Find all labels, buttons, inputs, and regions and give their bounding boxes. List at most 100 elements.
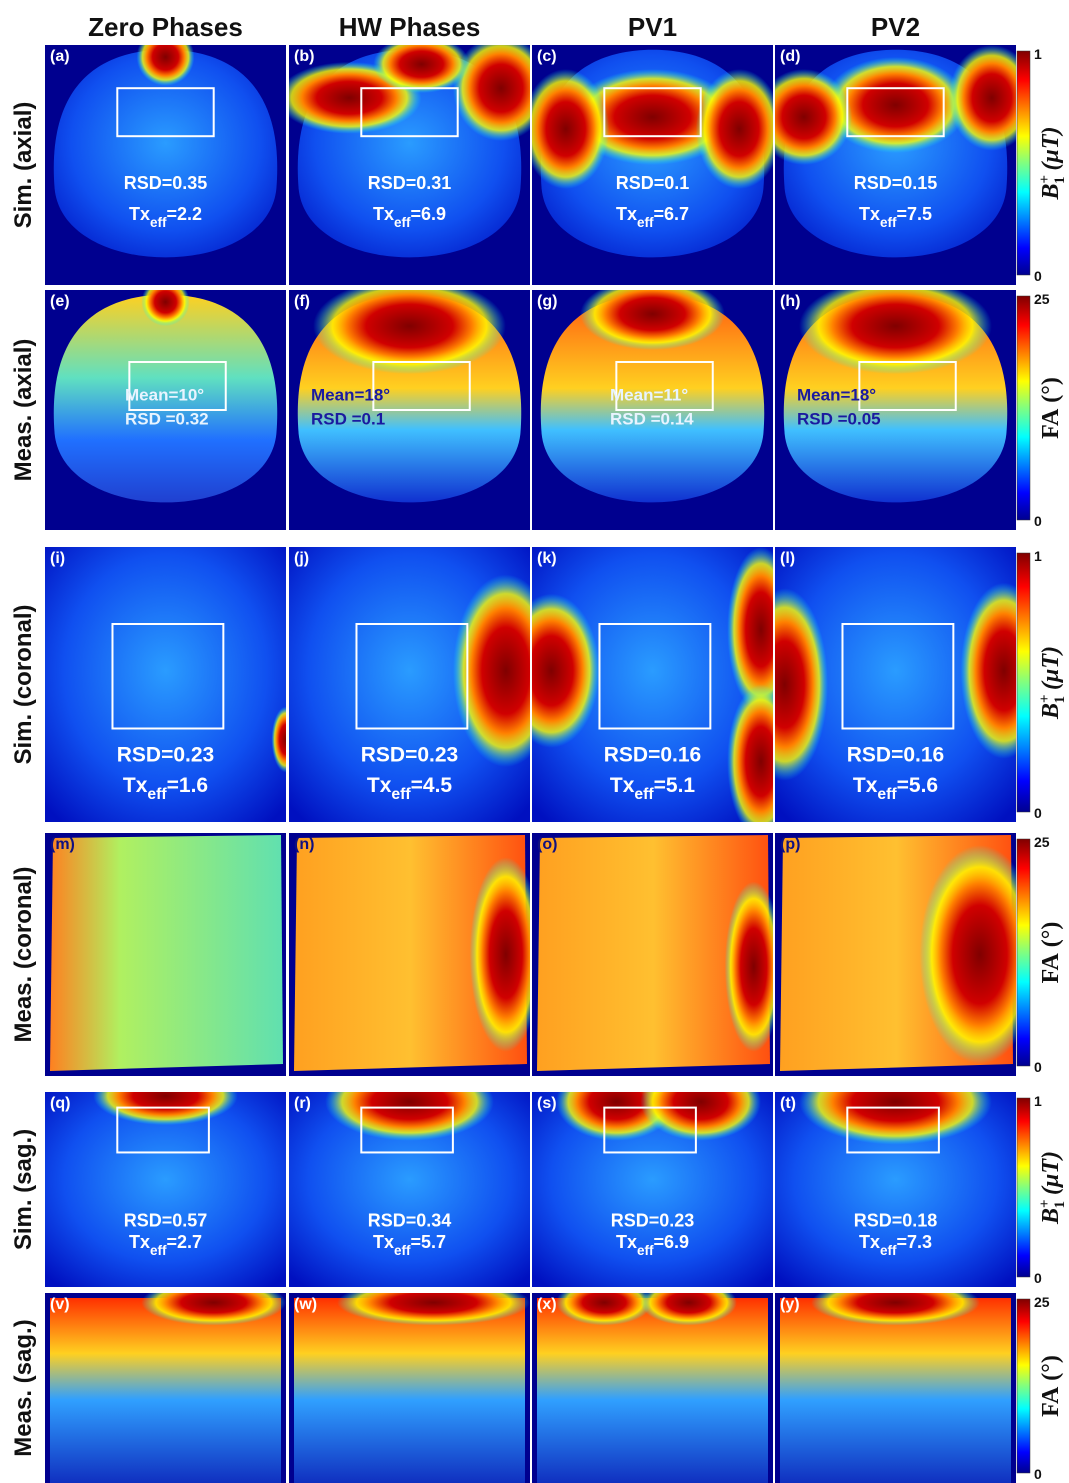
- panel-tag: (o): [537, 836, 557, 853]
- panel: (x): [532, 1280, 773, 1483]
- label-symbol: FA: [1038, 408, 1064, 439]
- panel-tag: (l): [780, 550, 795, 567]
- panel-tag: (x): [537, 1296, 557, 1313]
- tx-main: Tx: [129, 204, 150, 224]
- panel-tag: (m): [50, 836, 75, 853]
- tx-sub: eff: [394, 1243, 411, 1258]
- panel-image: [756, 45, 1036, 285]
- tx-value: =6.9: [653, 1232, 689, 1252]
- colorbar-max: 1: [1034, 46, 1042, 62]
- colorbar-label: FA(°): [1038, 377, 1064, 439]
- tx-value: =2.7: [166, 1232, 202, 1252]
- rsd-annotation: RSD=0.18: [854, 1211, 938, 1231]
- colorbar-min: 0: [1034, 513, 1042, 529]
- colorbar: [1017, 1299, 1030, 1473]
- row-label: Sim. (coronal): [10, 604, 37, 764]
- hot-spot: [313, 278, 506, 374]
- rsd-annotation: RSD=0.16: [604, 744, 701, 767]
- label-sup: +: [1037, 1199, 1053, 1208]
- panel-tag: (r): [294, 1095, 311, 1112]
- panel-image: [277, 35, 549, 285]
- hot-spot: [961, 583, 1048, 759]
- label-unit: (°): [1038, 922, 1064, 948]
- rsd-annotation: RSD =0.32: [125, 409, 209, 428]
- panel-tag: (q): [50, 1095, 70, 1112]
- panel: (g) Mean=11° RSD =0.14: [532, 278, 773, 530]
- tx-sub: eff: [880, 215, 897, 230]
- colorbar-label: FA(°): [1038, 1355, 1064, 1417]
- mean-annotation: Mean=18°: [311, 385, 390, 404]
- panel: (p): [775, 833, 1040, 1076]
- colorbar-max: 1: [1034, 548, 1042, 564]
- panel-image: [532, 833, 783, 1076]
- column-header: Zero Phases: [88, 12, 243, 42]
- tx-value: =5.7: [410, 1232, 446, 1252]
- tx-main: Tx: [616, 1232, 637, 1252]
- row-label: Sim. (axial): [10, 102, 37, 229]
- panel-image: [741, 547, 1047, 822]
- rsd-annotation: RSD=0.1: [616, 173, 690, 193]
- label-symbol: B: [1038, 1208, 1064, 1225]
- figure: Zero PhasesHW PhasesPV1PV2Sim. (axial)(a…: [0, 0, 1069, 1483]
- panel: (h)Mean=18°RSD =0.05: [775, 278, 1016, 530]
- tx-value: =2.2: [166, 204, 202, 224]
- rsd-annotation: RSD =0.14: [610, 409, 694, 428]
- column-header: PV1: [628, 12, 677, 42]
- colorbar-min: 0: [1034, 268, 1042, 284]
- tx-main: Tx: [129, 1232, 150, 1252]
- colorbar-min: 0: [1034, 1270, 1042, 1286]
- mean-annotation: Mean=18°: [797, 385, 876, 404]
- label-sup: +: [1037, 175, 1053, 184]
- hot-spot: [470, 857, 542, 1051]
- tx-sub: eff: [394, 215, 411, 230]
- tx-main: Tx: [373, 1232, 394, 1252]
- rsd-annotation: RSD =0.1: [311, 409, 385, 428]
- rsd-annotation: RSD=0.23: [611, 1211, 695, 1231]
- panel: (r)RSD=0.34Txeff=5.7: [289, 1063, 530, 1287]
- tx-sub: eff: [150, 215, 167, 230]
- colorbar-min: 0: [1034, 1466, 1042, 1482]
- panel-image: [289, 1280, 530, 1483]
- tx-sub: eff: [634, 786, 654, 803]
- label-symbol: FA: [1038, 1386, 1064, 1417]
- tx-sub: eff: [637, 1243, 654, 1258]
- panel-tag: (i): [50, 550, 65, 567]
- tx-sub: eff: [147, 786, 167, 803]
- panel: (n): [289, 833, 542, 1076]
- row-label: Meas. (axial): [10, 339, 37, 482]
- colorbar-label: B+1(μT): [1037, 126, 1068, 200]
- column-header: PV2: [871, 12, 920, 42]
- panel-tag: (n): [294, 836, 314, 853]
- panel-tag: (g): [537, 293, 557, 310]
- rsd-annotation: RSD=0.15: [854, 173, 938, 193]
- tx-main: Tx: [853, 774, 878, 797]
- panel: (t)RSD=0.18Txeff=7.3: [775, 1059, 1016, 1287]
- panel-tag: (v): [50, 1296, 70, 1313]
- panel: (k)RSD=0.16Txeff=5.1: [503, 547, 795, 839]
- label-unit: (μT): [1038, 1151, 1064, 1195]
- tx-main: Tx: [610, 774, 635, 797]
- colorbar: [1017, 553, 1030, 812]
- rsd-annotation: RSD=0.31: [368, 173, 452, 193]
- mean-annotation: Mean=11°: [610, 385, 688, 404]
- panel-tag: (e): [50, 293, 70, 310]
- tx-value: =4.5: [411, 774, 453, 797]
- panel-tag: (y): [780, 1296, 800, 1313]
- label-sub: 1: [1052, 176, 1068, 184]
- tx-value: =5.6: [897, 774, 938, 797]
- tx-value: =1.6: [167, 774, 208, 797]
- panel-image: [532, 1280, 773, 1483]
- panel-tag: (w): [294, 1296, 317, 1313]
- hot-spot: [580, 278, 725, 350]
- panel-tag: (p): [780, 836, 800, 853]
- tissue: [537, 1298, 768, 1483]
- colorbar: [1017, 51, 1030, 275]
- row-label: Meas. (sag.): [10, 1319, 37, 1456]
- panel-image: [522, 45, 782, 285]
- colorbar-max: 25: [1034, 834, 1050, 850]
- colorbar-max: 25: [1034, 1294, 1050, 1310]
- panel-image: [45, 28, 286, 285]
- colorbar: [1017, 839, 1030, 1066]
- panel: (w): [289, 1280, 530, 1483]
- tx-value: =7.3: [896, 1232, 932, 1252]
